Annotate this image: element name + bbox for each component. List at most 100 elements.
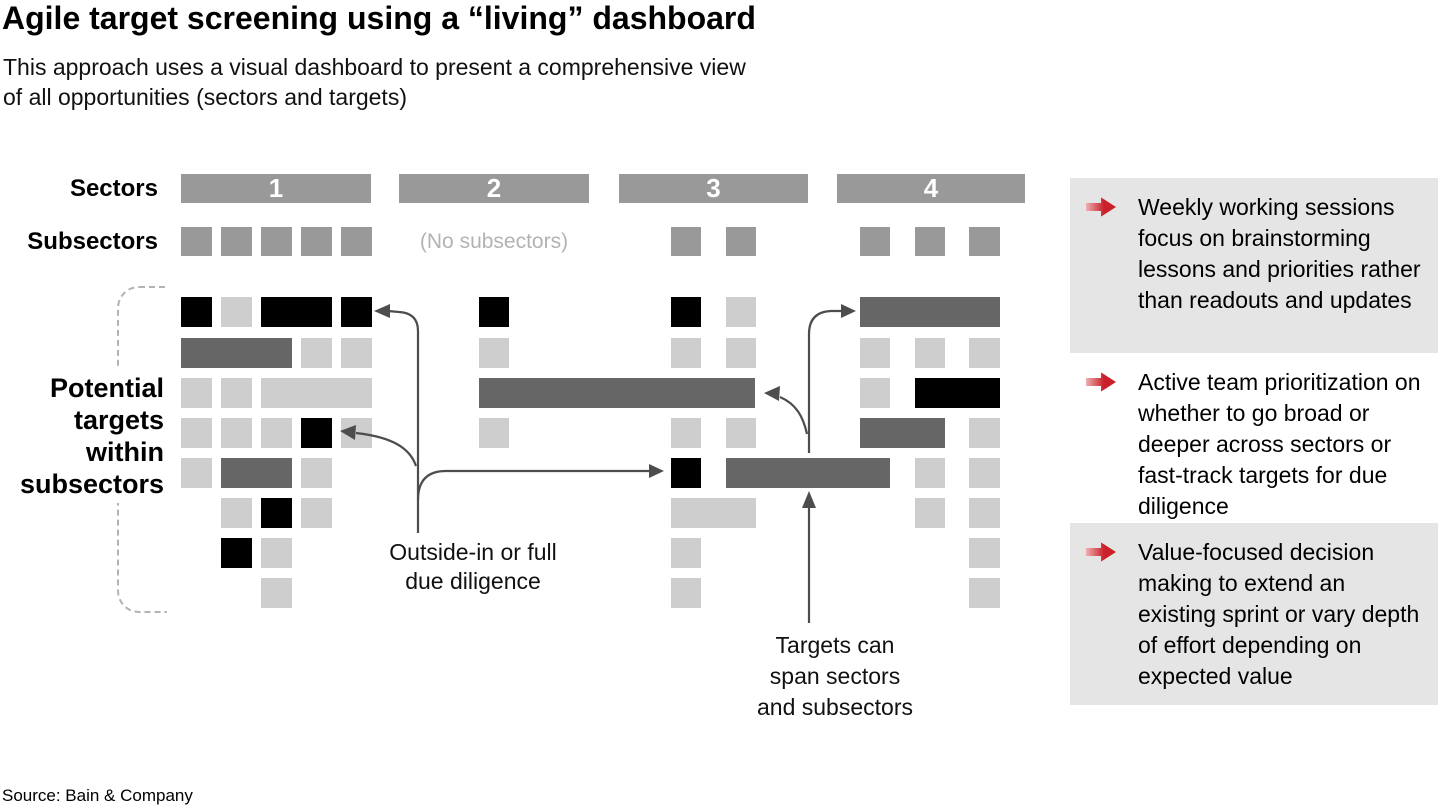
text-line: Potential [49,373,164,403]
text-line: due diligence [405,568,541,594]
target-block-black [671,297,701,327]
target-block-black [221,538,252,568]
red-arrow-icon [1086,542,1116,562]
subsector-square-s4 [969,227,1000,256]
page-subtitle: This approach uses a visual dashboard to… [3,52,903,112]
text-line: This approach uses a visual dashboard to… [3,54,746,80]
target-block-light [969,498,1000,528]
target-block-light [969,458,1000,488]
red-arrow-icon [1086,197,1116,217]
target-block-dark [726,458,890,488]
text-line: span sectors [769,663,901,689]
target-block-light [860,378,890,408]
text-line: Outside-in or full [389,539,557,565]
target-block-light [671,338,701,368]
target-block-light [301,338,332,368]
target-block-black [261,498,292,528]
red-arrow-icon [1086,372,1116,392]
target-block-black [915,378,1000,408]
target-block-light [671,498,756,528]
target-block-light [969,578,1000,608]
arrowhead-to-sector3 [649,464,664,478]
text-line: subsectors [19,469,164,499]
arrowhead-to-sector4 [841,304,856,318]
target-block-light [479,418,509,448]
target-block-black [261,297,332,327]
subsector-square-s1 [301,227,332,256]
arrowhead-up-to-bar [802,491,816,508]
target-block-light [726,297,756,327]
target-block-dark [860,418,945,448]
target-block-light [341,418,372,448]
target-block-light [969,338,1000,368]
target-block-light [261,578,292,608]
target-block-light [341,338,372,368]
target-block-light [181,418,212,448]
target-block-light [671,578,701,608]
callout-text: Weekly working sessions focus on brainst… [1138,194,1421,313]
target-block-black [181,297,212,327]
text-line: Targets can [775,632,895,658]
page-title: Agile target screening using a “living” … [2,0,756,36]
arrowhead-left-top [374,304,390,318]
target-block-light [479,338,509,368]
subsector-square-s1 [261,227,292,256]
target-block-black [341,297,372,327]
arrowhead-to-long-bar [764,386,780,401]
target-block-light [860,338,890,368]
target-block-light [726,418,756,448]
potential-targets-label: Potential targets within subsectors [0,369,164,503]
target-block-black [671,458,701,488]
target-block-dark [479,378,755,408]
target-block-light [969,418,1000,448]
target-block-light [671,418,701,448]
text-line: of all opportunities (sectors and target… [3,84,407,110]
target-block-black [479,297,509,327]
target-block-light [915,458,945,488]
target-block-light [221,297,252,327]
target-block-light [671,538,701,568]
target-block-light [915,338,945,368]
target-block-light [181,458,212,488]
text-line: within [86,437,164,467]
callout-value-decision: Value-focused decision making to extend … [1070,523,1438,705]
callout-text: Active team prioritization on whether to… [1138,369,1421,519]
text-line: and subsectors [757,694,913,720]
sectors-row-label: Sectors [69,175,158,202]
subsector-square-s4 [915,227,945,256]
target-block-light [261,378,372,408]
callout-team-prioritization: Active team prioritization on whether to… [1070,353,1438,523]
target-block-light [221,378,252,408]
target-block-light [261,538,292,568]
target-block-light [301,498,332,528]
target-block-light [221,498,252,528]
callout-text: Value-focused decision making to extend … [1138,539,1420,689]
target-block-dark [181,338,292,368]
sector-bar-1: 1 [181,174,371,203]
target-block-light [301,458,332,488]
target-block-light [726,338,756,368]
subsector-square-s1 [181,227,212,256]
target-block-light [181,378,212,408]
target-block-light [969,538,1000,568]
subsectors-row-label: Subsectors [27,228,158,255]
subsector-square-s1 [341,227,372,256]
text-line: targets [73,405,164,435]
target-block-black [301,418,332,448]
target-block-light [915,498,945,528]
target-block-light [261,418,292,448]
subsector-square-s3 [726,227,756,256]
no-subsectors-note: (No subsectors) [419,230,569,253]
source-note: Source: Bain & Company [2,786,193,805]
callout-weekly-sessions: Weekly working sessions focus on brainst… [1070,178,1438,353]
annotation-targets-span: Targets can span sectors and subsectors [715,630,955,723]
target-block-light [221,418,252,448]
subsector-square-s1 [221,227,252,256]
sector-bar-4: 4 [837,174,1025,203]
annotation-outside-in: Outside-in or full due diligence [353,538,593,596]
subsector-square-s4 [860,227,890,256]
target-block-dark [860,297,1000,327]
target-block-dark [221,458,292,488]
sector-bar-3: 3 [619,174,808,203]
